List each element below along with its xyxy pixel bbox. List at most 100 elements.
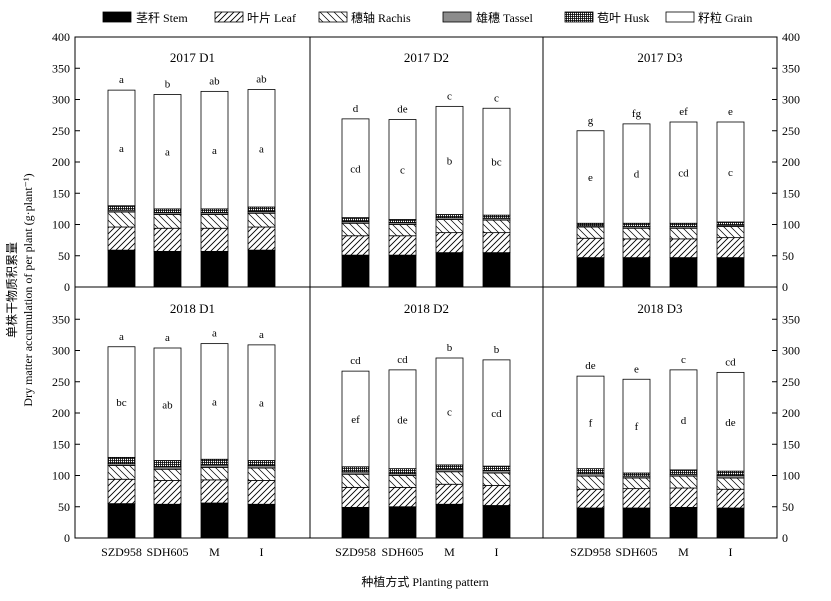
bar-segment-husk: [669, 469, 698, 475]
bar-segment-husk: [669, 222, 698, 227]
y-tick-label-right: 0: [782, 280, 788, 294]
legend-item-tassel: 雄穗 Tassel: [442, 10, 533, 25]
y-tick-label: 0: [64, 280, 70, 294]
grain-significance-label: d: [681, 415, 687, 427]
bar-segment-stem: [107, 503, 136, 539]
bar-segment-leaf: [388, 486, 417, 508]
bar-segment-husk: [341, 217, 370, 222]
y-tick-label-right: 400: [782, 30, 800, 44]
bar-segment-stem: [669, 506, 698, 539]
bar-segment-grain: [388, 119, 417, 220]
legend-label-rachis: 穗轴 Rachis: [351, 10, 411, 25]
total-significance-label: ef: [679, 106, 688, 118]
total-significance-label: b: [165, 79, 171, 91]
grain-significance-label: d: [634, 169, 640, 181]
bar-segment-husk: [716, 470, 745, 476]
bar-segment-leaf: [341, 235, 370, 256]
grain-significance-label: c: [400, 165, 405, 177]
x-tick-label: SZD958: [570, 545, 611, 559]
bar-m: dc: [669, 354, 698, 539]
x-tick-label: SDH605: [146, 545, 188, 559]
y-tick-label-right: 50: [782, 500, 794, 514]
total-significance-label: e: [728, 106, 733, 118]
bar-segment-grain: [669, 121, 698, 224]
bar-segment-stem: [622, 507, 651, 539]
bar-szd958: ef cd: [341, 355, 370, 539]
x-tick-label: I: [260, 545, 264, 559]
bar-segment-rachis: [247, 212, 276, 228]
total-significance-label: c: [447, 90, 452, 102]
bar-sdh605: d fg: [622, 108, 651, 288]
bar-segment-stem: [622, 257, 651, 288]
bar-segment-leaf: [247, 226, 276, 251]
total-significance-label: c: [494, 92, 499, 104]
bar-segment-rachis: [247, 467, 276, 481]
bar-segment-husk: [482, 214, 511, 219]
y-tick-label-right: 250: [782, 375, 800, 389]
bar-segment-stem: [388, 506, 417, 539]
bar-segment-husk: [153, 460, 182, 468]
bar-segment-rachis: [482, 219, 511, 234]
bar-segment-leaf: [107, 226, 136, 251]
bar-m: cb: [435, 342, 464, 539]
total-significance-label: cd: [397, 354, 408, 366]
grain-significance-label: c: [447, 406, 452, 418]
bar-segment-leaf: [200, 227, 229, 252]
bar-segment-leaf: [107, 478, 136, 505]
panel-title: 2018 D2: [404, 301, 449, 316]
grain-significance-label: a: [165, 147, 170, 159]
bar-szd958: eg: [576, 115, 605, 288]
legend-label-stem: 茎秆 Stem: [136, 11, 188, 25]
x-tick-label: I: [495, 545, 499, 559]
bar-segment-grain: [247, 89, 276, 208]
bar-segment-leaf: [482, 232, 511, 254]
grain-significance-label: a: [259, 398, 264, 410]
legend-item-husk: 苞叶 Husk: [564, 11, 649, 25]
legend-item-rachis: 穗轴 Rachis: [318, 10, 411, 25]
bar-segment-grain: [482, 359, 511, 467]
y-tick-label: 300: [52, 93, 70, 107]
bar-segment-husk: [388, 468, 417, 475]
total-significance-label: ab: [256, 74, 267, 86]
y-tick-label: 150: [52, 437, 70, 451]
y-tick-label-right: 150: [782, 437, 800, 451]
legend-label-grain: 籽粒 Grain: [698, 10, 752, 25]
grain-significance-label: e: [588, 172, 593, 184]
grain-significance-label: a: [259, 143, 264, 155]
bar-segment-stem: [341, 506, 370, 539]
bar-segment-leaf: [669, 487, 698, 508]
bar-segment-grain: [435, 105, 464, 215]
bar-sdh605: de cd: [388, 354, 417, 539]
bar-segment-leaf: [669, 238, 698, 259]
legend-item-stem: 茎秆 Stem: [102, 11, 188, 25]
bar-segment-stem: [716, 507, 745, 539]
legend-label-tassel: 雄穗 Tassel: [476, 10, 533, 25]
bar-segment-grain: [622, 123, 651, 224]
bar-segment-grain: [247, 344, 276, 461]
total-significance-label: a: [119, 74, 124, 86]
bar-segment-husk: [622, 472, 651, 477]
bar-segment-leaf: [482, 485, 511, 506]
x-tick-label: SDH605: [381, 545, 423, 559]
total-significance-label: de: [397, 104, 408, 116]
bar-segment-leaf: [716, 237, 745, 259]
bar-segment-stem: [153, 250, 182, 288]
bar-segment-rachis: [153, 214, 182, 229]
total-significance-label: a: [259, 329, 264, 341]
bar-i: cd b: [482, 344, 511, 539]
bar-segment-husk: [247, 460, 276, 466]
bar-segment-husk: [107, 205, 136, 211]
panel-title: 2018 D1: [170, 301, 215, 316]
bar-segment-husk: [622, 222, 651, 227]
y-tick-label: 300: [52, 344, 70, 358]
x-axis-title: 种植方式 Planting pattern: [361, 574, 488, 589]
y-tick-label: 400: [52, 30, 70, 44]
grain-significance-label: b: [447, 155, 453, 167]
bar-szd958: cd d: [341, 103, 370, 288]
panel-title: 2017 D2: [404, 50, 449, 65]
y-tick-label-right: 350: [782, 61, 800, 75]
y-tick-label-right: 200: [782, 406, 800, 420]
bar-segment-husk: [247, 206, 276, 212]
bar-segment-rachis: [435, 471, 464, 485]
bar-segment-stem: [435, 503, 464, 539]
